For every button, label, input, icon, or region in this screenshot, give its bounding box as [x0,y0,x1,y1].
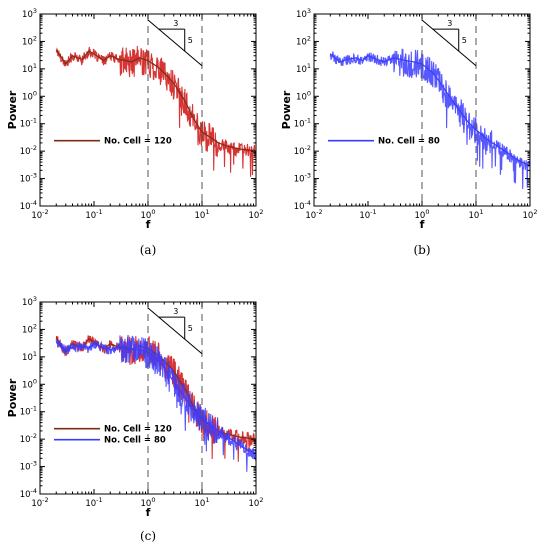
series-line-0 [55,49,256,152]
x-tick-label: 10-1 [85,496,102,509]
x-tick-label: 101 [469,208,484,221]
legend-label-0: No. Cell = 120 [104,137,172,147]
plot-area [55,46,256,177]
y-tick-label: 103 [296,7,311,20]
slope-line [147,307,203,355]
y-tick-label: 10-3 [20,172,37,185]
y-tick-label: 100 [22,377,37,390]
slope-rise-label: 5 [188,324,193,333]
series-line-1 [55,341,256,455]
x-tick-label: 102 [249,208,264,221]
y-tick-label: 10-2 [20,432,37,445]
y-tick-label: 10-2 [294,144,311,157]
x-tick-label: 10-1 [85,208,102,221]
y-axis-label: Power [6,90,19,129]
plot-area [55,334,256,472]
slope-rise-label: 5 [188,36,193,45]
y-tick-label: 101 [22,350,37,363]
x-tick-label: 102 [249,496,264,509]
y-tick-label: 102 [22,322,37,335]
y-tick-label: 103 [22,7,37,20]
x-tick-label: 10-1 [359,208,376,221]
y-tick-label: 10-3 [20,460,37,473]
y-tick-label: 102 [22,34,37,47]
x-tick-label: 10-2 [305,208,322,221]
legend-label-0: No. Cell = 120 [104,425,172,435]
y-tick-label: 100 [296,89,311,102]
plot-area [329,48,530,190]
series-spectrum-0 [329,48,530,190]
y-axis-label: Power [280,90,293,129]
slope-line [421,19,477,67]
y-tick-label: 101 [296,62,311,75]
y-tick-label: 100 [22,89,37,102]
y-tick-label: 10-1 [20,405,37,418]
y-tick-label: 10-1 [20,117,37,130]
legend-label-0: No. Cell = 80 [378,137,440,147]
y-tick-label: 10-2 [20,144,37,157]
series-line-0 [329,53,530,167]
x-tick-label: 10-2 [31,496,48,509]
y-axis-label: Power [6,378,19,417]
y-tick-label: 102 [296,34,311,47]
slope-run-label: 3 [173,19,178,28]
x-axis-label: f [146,506,151,519]
legend-label-1: No. Cell = 80 [104,436,166,446]
panel-caption: (c) [140,529,156,543]
slope-run-label: 3 [447,19,452,28]
y-tick-label: 10-1 [294,117,311,130]
x-axis-label: f [146,218,151,231]
x-tick-label: 102 [523,208,538,221]
series-spectrum-1 [55,334,256,472]
x-axis-label: f [420,218,425,231]
x-tick-label: 101 [195,496,210,509]
y-tick-label: 10-3 [294,172,311,185]
slope-rise-label: 5 [462,36,467,45]
panel-caption: (b) [413,243,430,257]
slope-line [147,19,203,67]
x-tick-label: 10-2 [31,208,48,221]
y-tick-label: 103 [22,295,37,308]
panel-caption: (a) [140,243,157,257]
y-tick-label: 101 [22,62,37,75]
slope-run-label: 3 [173,307,178,316]
x-tick-label: 101 [195,208,210,221]
